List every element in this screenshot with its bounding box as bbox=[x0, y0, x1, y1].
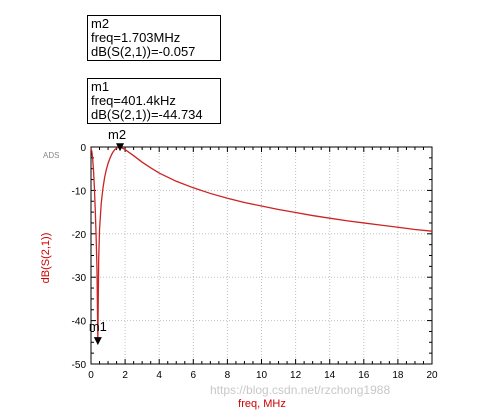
x-tick-label: 16 bbox=[358, 370, 370, 381]
marker-readout-m1: m1 freq=401.4kHz dB(S(2,1))=-44.734 bbox=[87, 78, 221, 124]
x-tick-label: 6 bbox=[191, 370, 197, 381]
x-tick-label: 12 bbox=[290, 370, 302, 381]
y-tick-label: -10 bbox=[72, 186, 87, 197]
tick-labels: 0 2 4 6 8 10 12 14 16 18 20 0 -10 -20 -30 -40 -50 bbox=[72, 143, 438, 381]
y-tick-label: -20 bbox=[72, 230, 87, 241]
grid bbox=[91, 147, 432, 364]
x-tick-label: 10 bbox=[256, 370, 268, 381]
x-tick-label: 4 bbox=[156, 370, 162, 381]
x-tick-label: 14 bbox=[324, 370, 336, 381]
y-tick-label: -50 bbox=[72, 360, 87, 371]
x-tick-label: 18 bbox=[392, 370, 404, 381]
marker-name: m1 bbox=[91, 79, 110, 94]
marker-m2-symbol bbox=[116, 143, 125, 152]
x-tick-label: 8 bbox=[225, 370, 231, 381]
marker-m2-label: m2 bbox=[108, 127, 126, 142]
x-tick-label: 20 bbox=[426, 370, 438, 381]
marker-value: dB(S(2,1))=-0.057 bbox=[91, 44, 196, 59]
marker-m1-symbol bbox=[93, 337, 102, 346]
ads-tag: ADS bbox=[43, 151, 59, 160]
watermark: https://blog.csdn.net/rzchong1988 bbox=[210, 383, 390, 397]
marker-readout-m2: m2 freq=1.703MHz dB(S(2,1))=-0.057 bbox=[87, 15, 221, 61]
y-axis-title: dB(S(2,1)) bbox=[40, 233, 52, 284]
marker-freq: freq=1.703MHz bbox=[91, 30, 181, 45]
marker-freq: freq=401.4kHz bbox=[91, 93, 176, 108]
x-tick-label: 2 bbox=[122, 370, 128, 381]
y-tick-label: -40 bbox=[72, 317, 87, 328]
y-tick-label: 0 bbox=[80, 143, 86, 154]
y-tick-label: -30 bbox=[72, 273, 87, 284]
marker-value: dB(S(2,1))=-44.734 bbox=[91, 107, 203, 122]
marker-name: m2 bbox=[91, 16, 110, 31]
marker-m1-label: m1 bbox=[89, 319, 107, 334]
x-axis-title: freq, MHz bbox=[238, 398, 286, 410]
x-tick-label: 0 bbox=[88, 370, 94, 381]
plot-frame bbox=[90, 146, 433, 365]
markers-layer: m1 m2 bbox=[89, 127, 126, 346]
